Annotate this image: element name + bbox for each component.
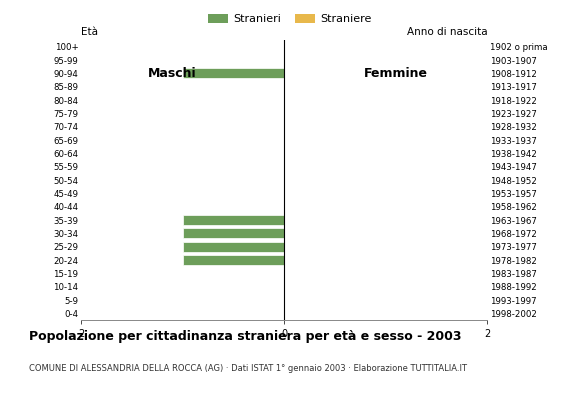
- Text: COMUNE DI ALESSANDRIA DELLA ROCCA (AG) · Dati ISTAT 1° gennaio 2003 · Elaborazio: COMUNE DI ALESSANDRIA DELLA ROCCA (AG) ·…: [29, 364, 467, 373]
- Text: Anno di nascita: Anno di nascita: [407, 27, 487, 37]
- Bar: [183, 242, 284, 252]
- Bar: [183, 255, 284, 265]
- Text: Età: Età: [81, 27, 98, 37]
- Bar: [183, 228, 284, 238]
- Legend: Stranieri, Straniere: Stranieri, Straniere: [204, 10, 376, 29]
- Bar: [183, 215, 284, 225]
- Bar: [183, 68, 284, 78]
- Text: Popolazione per cittadinanza straniera per età e sesso - 2003: Popolazione per cittadinanza straniera p…: [29, 330, 462, 343]
- Text: Maschi: Maschi: [148, 67, 197, 80]
- Text: Femmine: Femmine: [364, 67, 428, 80]
